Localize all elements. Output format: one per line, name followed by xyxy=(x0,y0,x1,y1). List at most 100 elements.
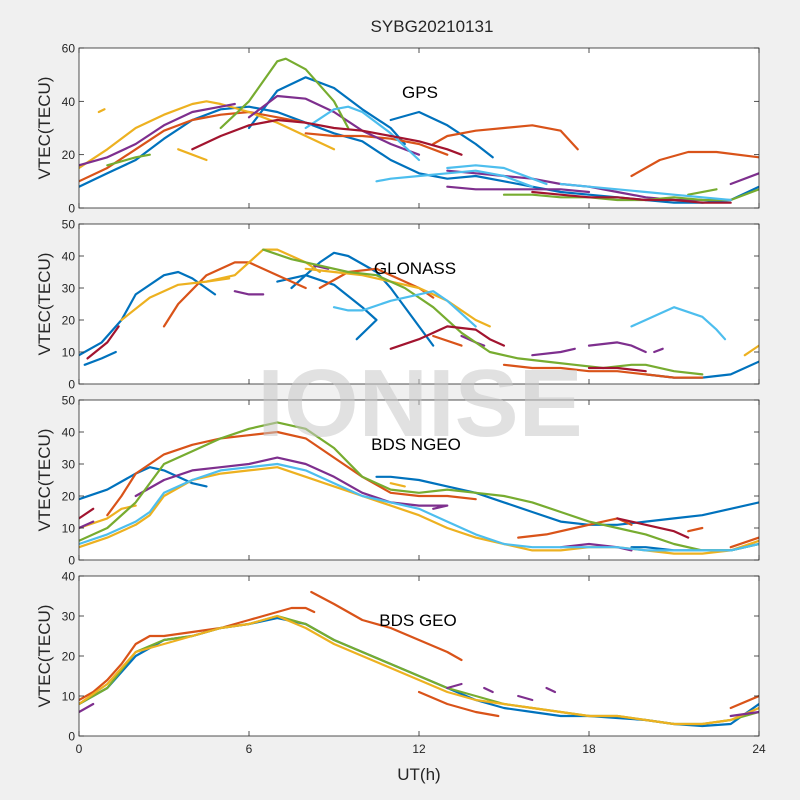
series-line-7 xyxy=(79,702,95,714)
series-line-14 xyxy=(313,264,330,270)
series-line-10 xyxy=(79,102,236,167)
series-line-3 xyxy=(276,274,378,341)
series-line-13 xyxy=(79,421,759,552)
series-line-14 xyxy=(729,172,759,186)
x-tick-label: 0 xyxy=(76,742,83,756)
series-line-6 xyxy=(79,614,759,726)
y-tick-label: 10 xyxy=(62,522,76,536)
y-tick-label: 40 xyxy=(62,570,76,584)
series-line-15 xyxy=(219,57,350,130)
x-tick-label: 12 xyxy=(412,742,426,756)
series-line-17 xyxy=(587,341,647,354)
series-line-9 xyxy=(97,108,106,114)
series-line-9 xyxy=(483,686,494,694)
x-axis-label: UT(h) xyxy=(397,765,440,784)
series-line-0 xyxy=(79,606,316,702)
series-group xyxy=(79,421,759,555)
series-line-0 xyxy=(79,466,208,501)
x-tick-label: 24 xyxy=(752,742,766,756)
series-line-24 xyxy=(587,366,647,373)
y-axis-label: VTEC(TECU) xyxy=(35,77,54,180)
y-tick-label: 10 xyxy=(62,346,76,360)
series-line-11 xyxy=(205,277,231,283)
y-tick-label: 20 xyxy=(62,148,76,162)
series-line-17 xyxy=(502,188,759,202)
series-line-13 xyxy=(446,185,591,194)
y-tick-label: 0 xyxy=(68,378,75,392)
series-line-21 xyxy=(630,306,727,341)
series-line-22 xyxy=(559,182,732,202)
panel-2: 0 10 20 30 40 50 VTEC(TECU) BDS NGEO xyxy=(35,394,760,568)
series-line-8 xyxy=(177,148,208,162)
series-line-16 xyxy=(616,517,690,539)
y-tick-label: 20 xyxy=(62,650,76,664)
series-line-23 xyxy=(191,118,463,156)
series-line-7 xyxy=(432,334,463,347)
series-line-2 xyxy=(290,251,435,347)
y-axis-label: VTEC(TECU) xyxy=(35,253,54,356)
series-line-2 xyxy=(389,110,494,159)
y-tick-label: 40 xyxy=(62,426,76,440)
y-tick-label: 0 xyxy=(68,554,75,568)
series-line-20 xyxy=(332,290,477,328)
y-tick-label: 10 xyxy=(62,690,76,704)
series-line-1 xyxy=(83,350,117,366)
series-line-2 xyxy=(417,690,500,718)
series-line-14 xyxy=(79,462,759,552)
panel-1: 0 10 20 30 40 50 VTEC(TECU) GLONASS xyxy=(35,218,760,392)
series-line-21 xyxy=(446,164,548,186)
series-line-12 xyxy=(729,710,759,718)
series-line-5 xyxy=(687,526,704,533)
x-tick-label: 18 xyxy=(582,742,596,756)
y-tick-label: 40 xyxy=(62,95,76,109)
series-line-7 xyxy=(79,100,336,170)
series-line-20 xyxy=(375,169,534,188)
series-line-11 xyxy=(545,686,557,694)
series-line-0 xyxy=(79,270,217,357)
series-line-23 xyxy=(389,325,506,350)
series-line-11 xyxy=(134,456,449,510)
series-line-1 xyxy=(247,76,406,146)
panel-0: 0 20 40 60 VTEC(TECU) GPS xyxy=(35,42,760,216)
y-tick-label: 20 xyxy=(62,490,76,504)
series-line-16 xyxy=(106,153,151,167)
series-line-8 xyxy=(79,504,137,530)
y-axis-label: VTEC(TECU) xyxy=(35,429,54,532)
y-tick-label: 50 xyxy=(62,218,76,232)
series-line-6 xyxy=(729,536,759,549)
series-line-16 xyxy=(531,347,576,357)
series-group xyxy=(79,248,759,379)
series-line-19 xyxy=(262,248,704,376)
x-tick-label: 6 xyxy=(246,742,253,756)
panel-annotation: BDS NGEO xyxy=(371,435,461,454)
series-line-1 xyxy=(310,590,463,662)
series-group xyxy=(79,57,759,204)
y-tick-label: 30 xyxy=(62,458,76,472)
y-tick-label: 50 xyxy=(62,394,76,408)
series-line-5 xyxy=(162,261,307,328)
series-line-22 xyxy=(86,325,120,360)
y-tick-label: 30 xyxy=(62,282,76,296)
y-tick-label: 20 xyxy=(62,314,76,328)
series-line-15 xyxy=(79,507,95,520)
y-tick-label: 30 xyxy=(62,610,76,624)
series-line-8 xyxy=(446,682,463,690)
series-line-8 xyxy=(502,363,704,379)
series-line-5 xyxy=(432,124,579,151)
figure-title: SYBG20210131 xyxy=(371,17,494,36)
y-tick-label: 60 xyxy=(62,42,76,56)
plot-area xyxy=(79,224,759,384)
plot-area xyxy=(79,576,759,736)
series-line-10 xyxy=(79,520,95,530)
plot-area xyxy=(79,48,759,208)
series-line-6 xyxy=(630,150,759,178)
series-line-9 xyxy=(120,248,321,322)
panel-annotation: BDS GEO xyxy=(379,611,456,630)
panel-annotation: GLONASS xyxy=(374,259,456,278)
panel-3: 0 10 20 30 40 0 6 12 18 24 VTEC(TECU) BDS GEO xyxy=(35,570,766,757)
panel-annotation: GPS xyxy=(402,83,438,102)
series-line-9 xyxy=(389,482,406,488)
series-line-3 xyxy=(729,694,759,710)
